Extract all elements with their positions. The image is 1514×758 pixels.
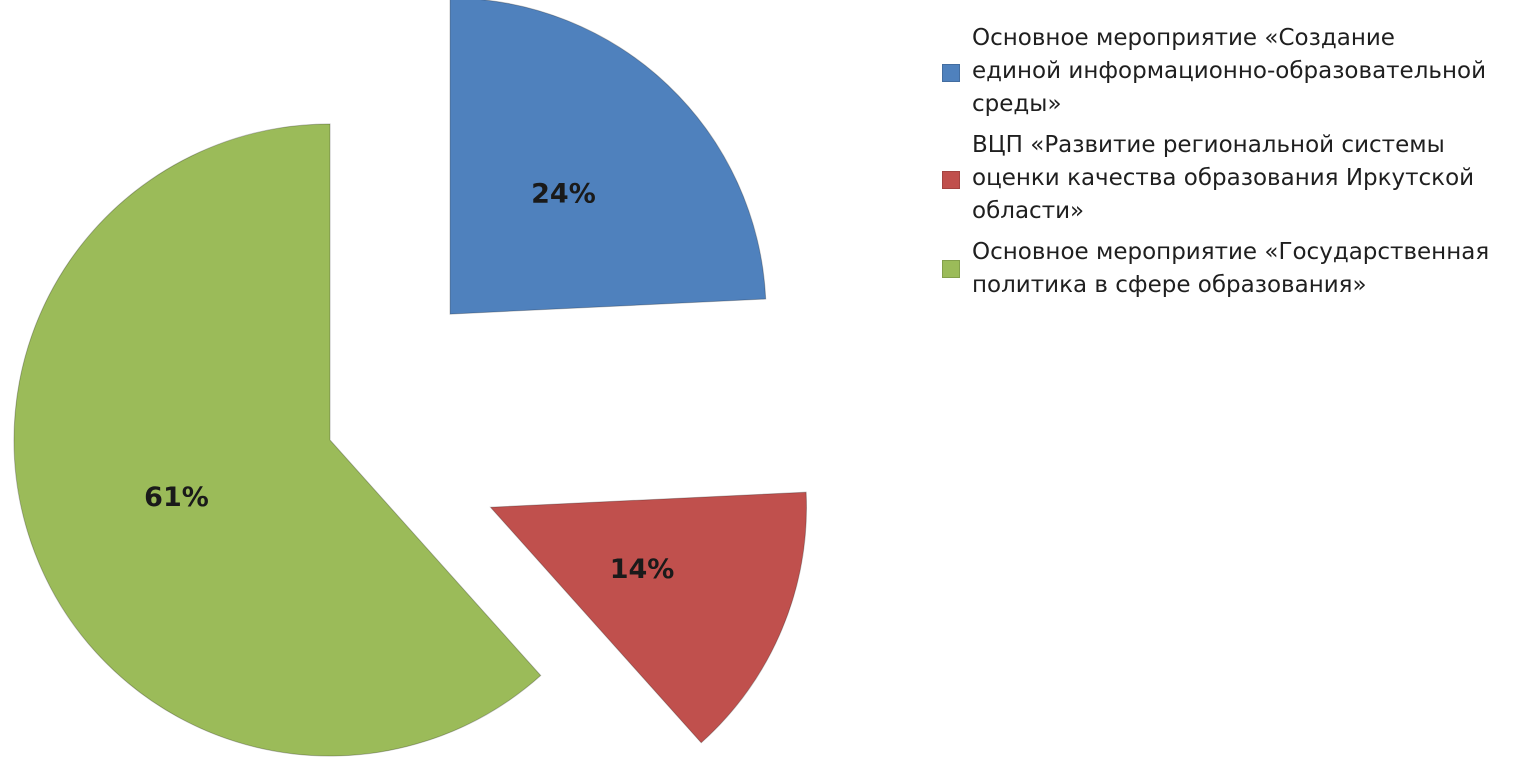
legend-swatch-blue (942, 64, 960, 82)
data-label-14: 14% (610, 554, 675, 585)
legend-swatch-green (942, 260, 960, 278)
legend-item: Основное мероприятие «Создание единой ин… (942, 22, 1514, 129)
legend-label: Основное мероприятие «Создание единой ин… (972, 25, 1487, 117)
pie-slice-green (13, 123, 542, 757)
legend-item: Основное мероприятие «Государственная по… (942, 236, 1514, 316)
legend-label: Основное мероприятие «Государственная по… (972, 239, 1490, 298)
legend-swatch-red (942, 171, 960, 189)
pie-slice-blue (449, 0, 767, 315)
pie-chart: 24% 14% 61% (13, 0, 807, 757)
data-label-61: 61% (144, 482, 209, 513)
data-label-24: 24% (531, 179, 596, 210)
legend: Основное мероприятие «Создание единой ин… (942, 22, 1514, 316)
pie-slice-red (489, 491, 807, 744)
legend-item: ВЦП «Развитие региональной системы оценк… (942, 129, 1514, 236)
legend-label: ВЦП «Развитие региональной системы оценк… (972, 132, 1475, 224)
